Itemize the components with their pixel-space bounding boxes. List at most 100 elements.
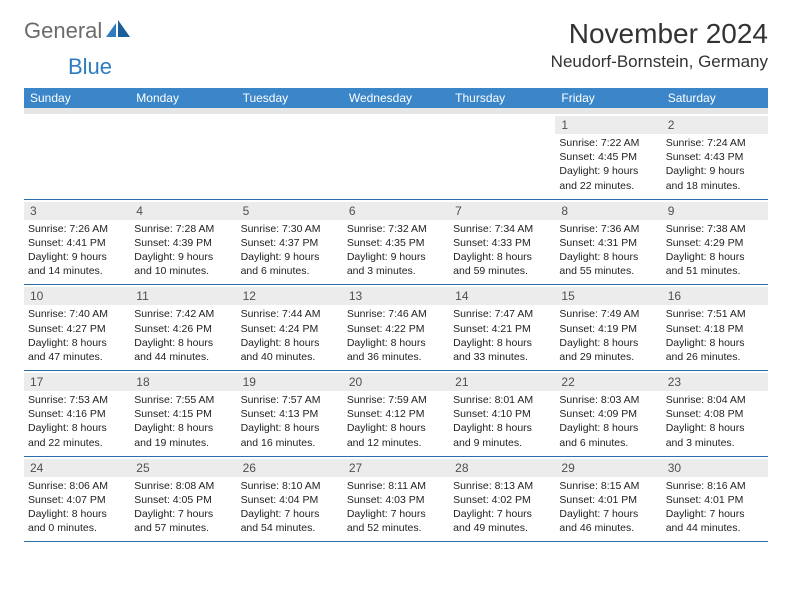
daylight-line-1: Daylight: 8 hours: [666, 336, 764, 350]
day-number: 23: [668, 375, 762, 389]
sunrise-line: Sunrise: 8:01 AM: [453, 393, 551, 407]
sunrise-line: Sunrise: 7:28 AM: [134, 222, 232, 236]
daylight-line-2: and 0 minutes.: [28, 521, 126, 535]
day-number-bar: 9: [662, 202, 768, 220]
day-number: 29: [561, 461, 655, 475]
sunrise-line: Sunrise: 8:16 AM: [666, 479, 764, 493]
title-block: November 2024 Neudorf-Bornstein, Germany: [551, 18, 768, 72]
day-number: 12: [243, 289, 337, 303]
daylight-line-2: and 44 minutes.: [134, 350, 232, 364]
daylight-line-1: Daylight: 8 hours: [241, 421, 339, 435]
sunset-line: Sunset: 4:02 PM: [453, 493, 551, 507]
daylight-line-1: Daylight: 8 hours: [28, 336, 126, 350]
day-info: Sunrise: 7:40 AMSunset: 4:27 PMDaylight:…: [28, 307, 126, 364]
day-cell: 8Sunrise: 7:36 AMSunset: 4:31 PMDaylight…: [555, 200, 661, 285]
day-number: 6: [349, 204, 443, 218]
day-number-bar: 26: [237, 459, 343, 477]
daylight-line-2: and 55 minutes.: [559, 264, 657, 278]
day-info: Sunrise: 7:36 AMSunset: 4:31 PMDaylight:…: [559, 222, 657, 279]
day-number: 27: [349, 461, 443, 475]
day-number-bar: 3: [24, 202, 130, 220]
day-info: Sunrise: 8:11 AMSunset: 4:03 PMDaylight:…: [347, 479, 445, 536]
day-cell: 16Sunrise: 7:51 AMSunset: 4:18 PMDayligh…: [662, 285, 768, 370]
daylight-line-2: and 57 minutes.: [134, 521, 232, 535]
brand-sail-icon: [106, 20, 130, 43]
sunrise-line: Sunrise: 8:04 AM: [666, 393, 764, 407]
day-number: 7: [455, 204, 549, 218]
day-cell: 30Sunrise: 8:16 AMSunset: 4:01 PMDayligh…: [662, 457, 768, 542]
sunset-line: Sunset: 4:19 PM: [559, 322, 657, 336]
day-number: 14: [455, 289, 549, 303]
day-info: Sunrise: 8:13 AMSunset: 4:02 PMDaylight:…: [453, 479, 551, 536]
sunset-line: Sunset: 4:37 PM: [241, 236, 339, 250]
day-cell: 5Sunrise: 7:30 AMSunset: 4:37 PMDaylight…: [237, 200, 343, 285]
sunrise-line: Sunrise: 7:26 AM: [28, 222, 126, 236]
daylight-line-2: and 59 minutes.: [453, 264, 551, 278]
sunset-line: Sunset: 4:01 PM: [666, 493, 764, 507]
day-number: 28: [455, 461, 549, 475]
sunrise-line: Sunrise: 7:51 AM: [666, 307, 764, 321]
daylight-line-1: Daylight: 7 hours: [347, 507, 445, 521]
sunrise-line: Sunrise: 7:32 AM: [347, 222, 445, 236]
day-number: 5: [243, 204, 337, 218]
daylight-line-2: and 46 minutes.: [559, 521, 657, 535]
day-number: 2: [668, 118, 762, 132]
daylight-line-1: Daylight: 8 hours: [134, 421, 232, 435]
day-number-bar: 13: [343, 287, 449, 305]
daylight-line-1: Daylight: 7 hours: [559, 507, 657, 521]
day-info: Sunrise: 7:28 AMSunset: 4:39 PMDaylight:…: [134, 222, 232, 279]
dow-monday: Monday: [130, 88, 236, 108]
dow-thursday: Thursday: [449, 88, 555, 108]
empty-number-bar: [130, 116, 236, 134]
empty-day-cell: [237, 114, 343, 199]
week-row: 3Sunrise: 7:26 AMSunset: 4:41 PMDaylight…: [24, 200, 768, 286]
daylight-line-2: and 3 minutes.: [666, 436, 764, 450]
day-cell: 22Sunrise: 8:03 AMSunset: 4:09 PMDayligh…: [555, 371, 661, 456]
day-info: Sunrise: 7:34 AMSunset: 4:33 PMDaylight:…: [453, 222, 551, 279]
sunrise-line: Sunrise: 7:44 AM: [241, 307, 339, 321]
month-title: November 2024: [551, 18, 768, 50]
sunset-line: Sunset: 4:13 PM: [241, 407, 339, 421]
daylight-line-1: Daylight: 8 hours: [347, 336, 445, 350]
empty-day-cell: [343, 114, 449, 199]
day-cell: 29 Sunrise: 8:15 AMSunset: 4:01 PMDayligh…: [555, 457, 661, 542]
day-number: 17: [30, 375, 124, 389]
sunset-line: Sunset: 4:04 PM: [241, 493, 339, 507]
sunrise-line: Sunrise: 7:42 AM: [134, 307, 232, 321]
day-cell: 2Sunrise: 7:24 AMSunset: 4:43 PMDaylight…: [662, 114, 768, 199]
day-cell: 12Sunrise: 7:44 AMSunset: 4:24 PMDayligh…: [237, 285, 343, 370]
day-info: Sunrise: 8:15 AMSunset: 4:01 PMDaylight:…: [559, 479, 657, 536]
sunset-line: Sunset: 4:33 PM: [453, 236, 551, 250]
day-number: 18: [136, 375, 230, 389]
sunset-line: Sunset: 4:29 PM: [666, 236, 764, 250]
day-number-bar: 23: [662, 373, 768, 391]
day-cell: 20Sunrise: 7:59 AMSunset: 4:12 PMDayligh…: [343, 371, 449, 456]
daylight-line-2: and 47 minutes.: [28, 350, 126, 364]
day-number: 11: [136, 289, 230, 303]
sunrise-line: Sunrise: 7:24 AM: [666, 136, 764, 150]
day-number-bar: 20: [343, 373, 449, 391]
day-info: Sunrise: 8:06 AMSunset: 4:07 PMDaylight:…: [28, 479, 126, 536]
day-cell: 11Sunrise: 7:42 AMSunset: 4:26 PMDayligh…: [130, 285, 236, 370]
sunset-line: Sunset: 4:27 PM: [28, 322, 126, 336]
day-cell: 1Sunrise: 7:22 AMSunset: 4:45 PMDaylight…: [555, 114, 661, 199]
day-number: 25: [136, 461, 230, 475]
daylight-line-1: Daylight: 7 hours: [134, 507, 232, 521]
day-info: Sunrise: 7:32 AMSunset: 4:35 PMDaylight:…: [347, 222, 445, 279]
daylight-line-1: Daylight: 9 hours: [241, 250, 339, 264]
day-number-bar: 19: [237, 373, 343, 391]
day-number: 19: [243, 375, 337, 389]
daylight-line-2: and 54 minutes.: [241, 521, 339, 535]
empty-day-cell: [130, 114, 236, 199]
empty-day-cell: [449, 114, 555, 199]
sunrise-line: Sunrise: 8:10 AM: [241, 479, 339, 493]
day-number-bar: 22: [555, 373, 661, 391]
day-cell: 25Sunrise: 8:08 AMSunset: 4:05 PMDayligh…: [130, 457, 236, 542]
daylight-line-2: and 6 minutes.: [559, 436, 657, 450]
day-number: 9: [668, 204, 762, 218]
day-cell: 19Sunrise: 7:57 AMSunset: 4:13 PMDayligh…: [237, 371, 343, 456]
week-row: 24Sunrise: 8:06 AMSunset: 4:07 PMDayligh…: [24, 457, 768, 543]
day-number-bar: 29: [555, 459, 661, 477]
daylight-line-1: Daylight: 7 hours: [453, 507, 551, 521]
week-row: 10Sunrise: 7:40 AMSunset: 4:27 PMDayligh…: [24, 285, 768, 371]
